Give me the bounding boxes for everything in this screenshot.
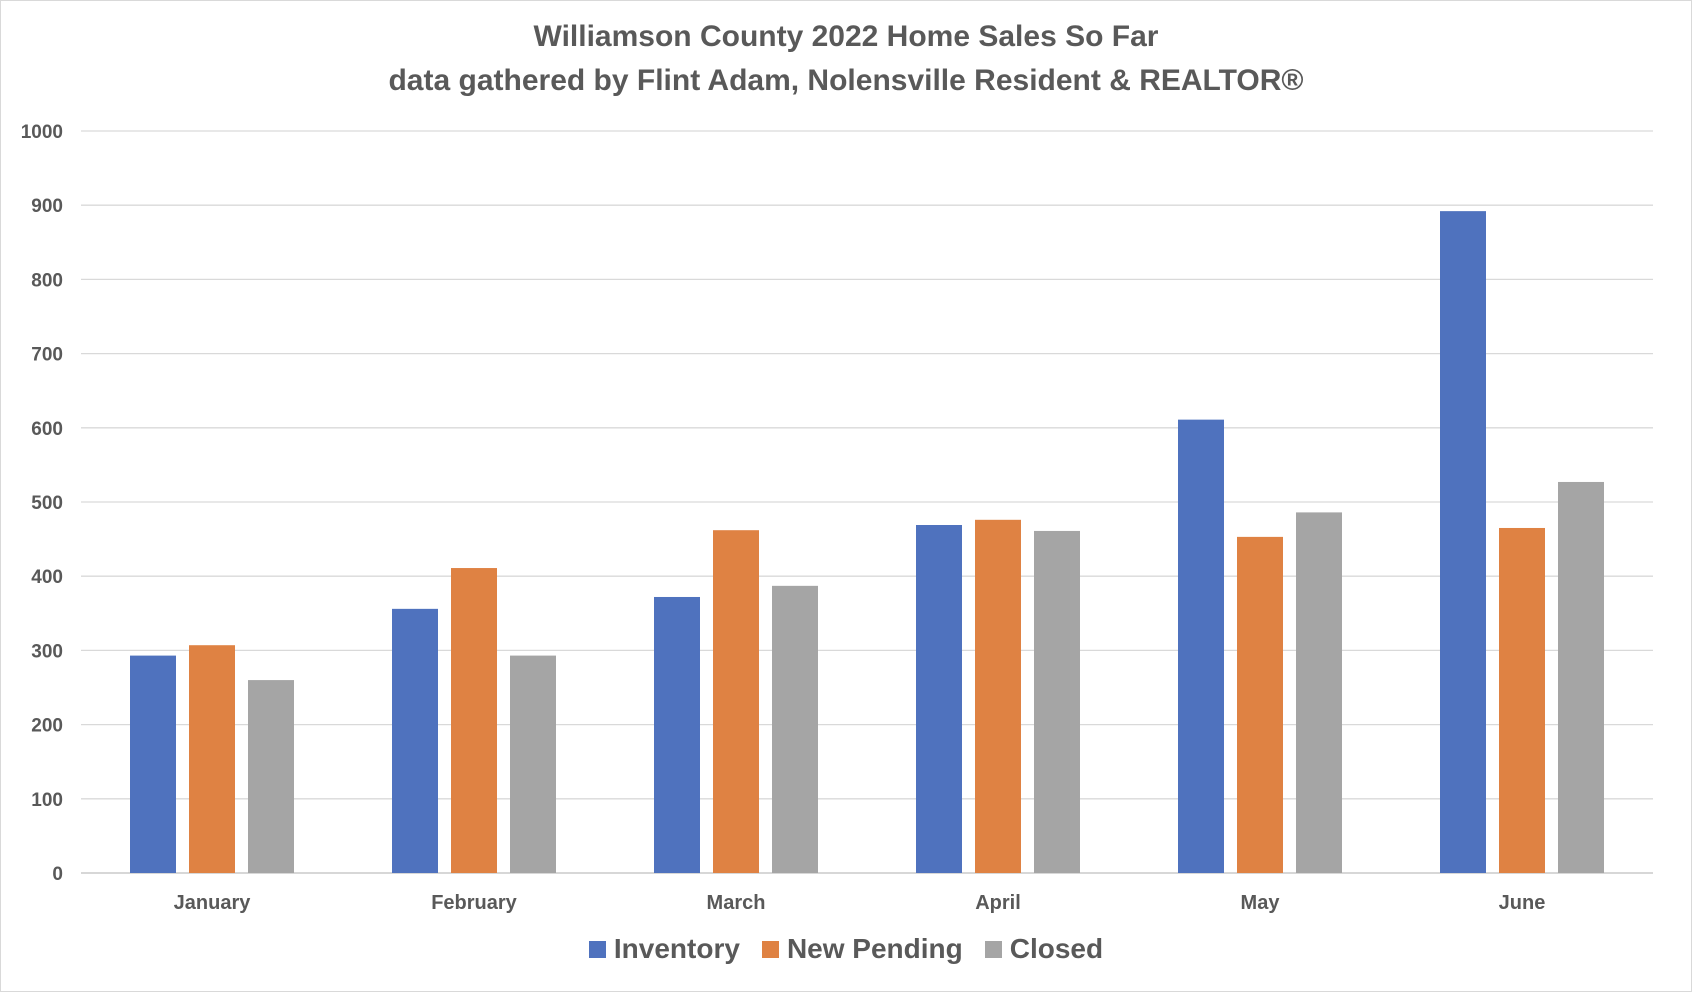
legend-label: Inventory [613, 933, 740, 964]
y-tick-label: 400 [31, 567, 63, 588]
bar-inventory-may [1178, 419, 1224, 873]
bar-new-pending-april [975, 519, 1021, 873]
y-tick-label: 500 [31, 493, 63, 514]
bar-closed-may [1296, 512, 1342, 873]
legend: Inventory New Pending Closed [1, 933, 1691, 965]
bar-new-pending-june [1499, 527, 1545, 873]
y-tick-label: 900 [31, 196, 63, 217]
bar-inventory-march [654, 596, 700, 873]
bar-new-pending-march [713, 530, 759, 873]
x-tick-label: May [1241, 892, 1281, 914]
bar-new-pending-january [189, 645, 235, 873]
x-tick-label: April [975, 892, 1021, 914]
gridlines [81, 130, 1653, 874]
bar-closed-june [1558, 481, 1604, 873]
bar-closed-march [772, 585, 818, 873]
y-tick-label: 600 [31, 419, 63, 440]
legend-label: New Pending [786, 933, 963, 964]
y-tick-label: 800 [31, 270, 63, 291]
bar-new-pending-may [1237, 536, 1283, 873]
legend-item: New Pending [761, 933, 963, 965]
bar-new-pending-february [451, 568, 497, 873]
bar-closed-january [248, 680, 294, 873]
y-tick-label: 200 [31, 716, 63, 737]
y-tick-label: 700 [31, 345, 63, 366]
y-tick-label: 0 [52, 864, 63, 885]
x-tick-label: June [1499, 892, 1546, 914]
chart-subtitle: data gathered by Flint Adam, Nolensville… [388, 64, 1304, 97]
x-tick-label: February [431, 892, 517, 914]
x-axis: January February March April May June [174, 892, 1546, 914]
legend-item: Closed [984, 933, 1104, 965]
chart-title: Williamson County 2022 Home Sales So Far [533, 20, 1159, 53]
y-axis: 0 100 200 300 400 500 600 700 800 900 1000 [21, 122, 63, 885]
bar-inventory-june [1440, 211, 1486, 874]
legend-item: Inventory [588, 933, 740, 965]
bar-closed-april [1034, 530, 1080, 873]
legend-swatch [984, 940, 1002, 958]
x-tick-label: January [174, 892, 252, 914]
x-tick-label: March [707, 892, 766, 914]
y-tick-label: 300 [31, 641, 63, 662]
bar-inventory-february [392, 608, 438, 873]
y-tick-label: 1000 [21, 122, 63, 143]
bars [130, 211, 1604, 874]
chart-title-block: Williamson County 2022 Home Sales So Far… [1, 15, 1691, 103]
bar-inventory-april [916, 525, 962, 873]
legend-swatch [588, 940, 606, 958]
legend-swatch [761, 940, 779, 958]
bar-closed-february [510, 655, 556, 873]
legend-label: Closed [1009, 933, 1104, 964]
y-tick-label: 100 [31, 790, 63, 811]
bar-inventory-january [130, 655, 176, 873]
